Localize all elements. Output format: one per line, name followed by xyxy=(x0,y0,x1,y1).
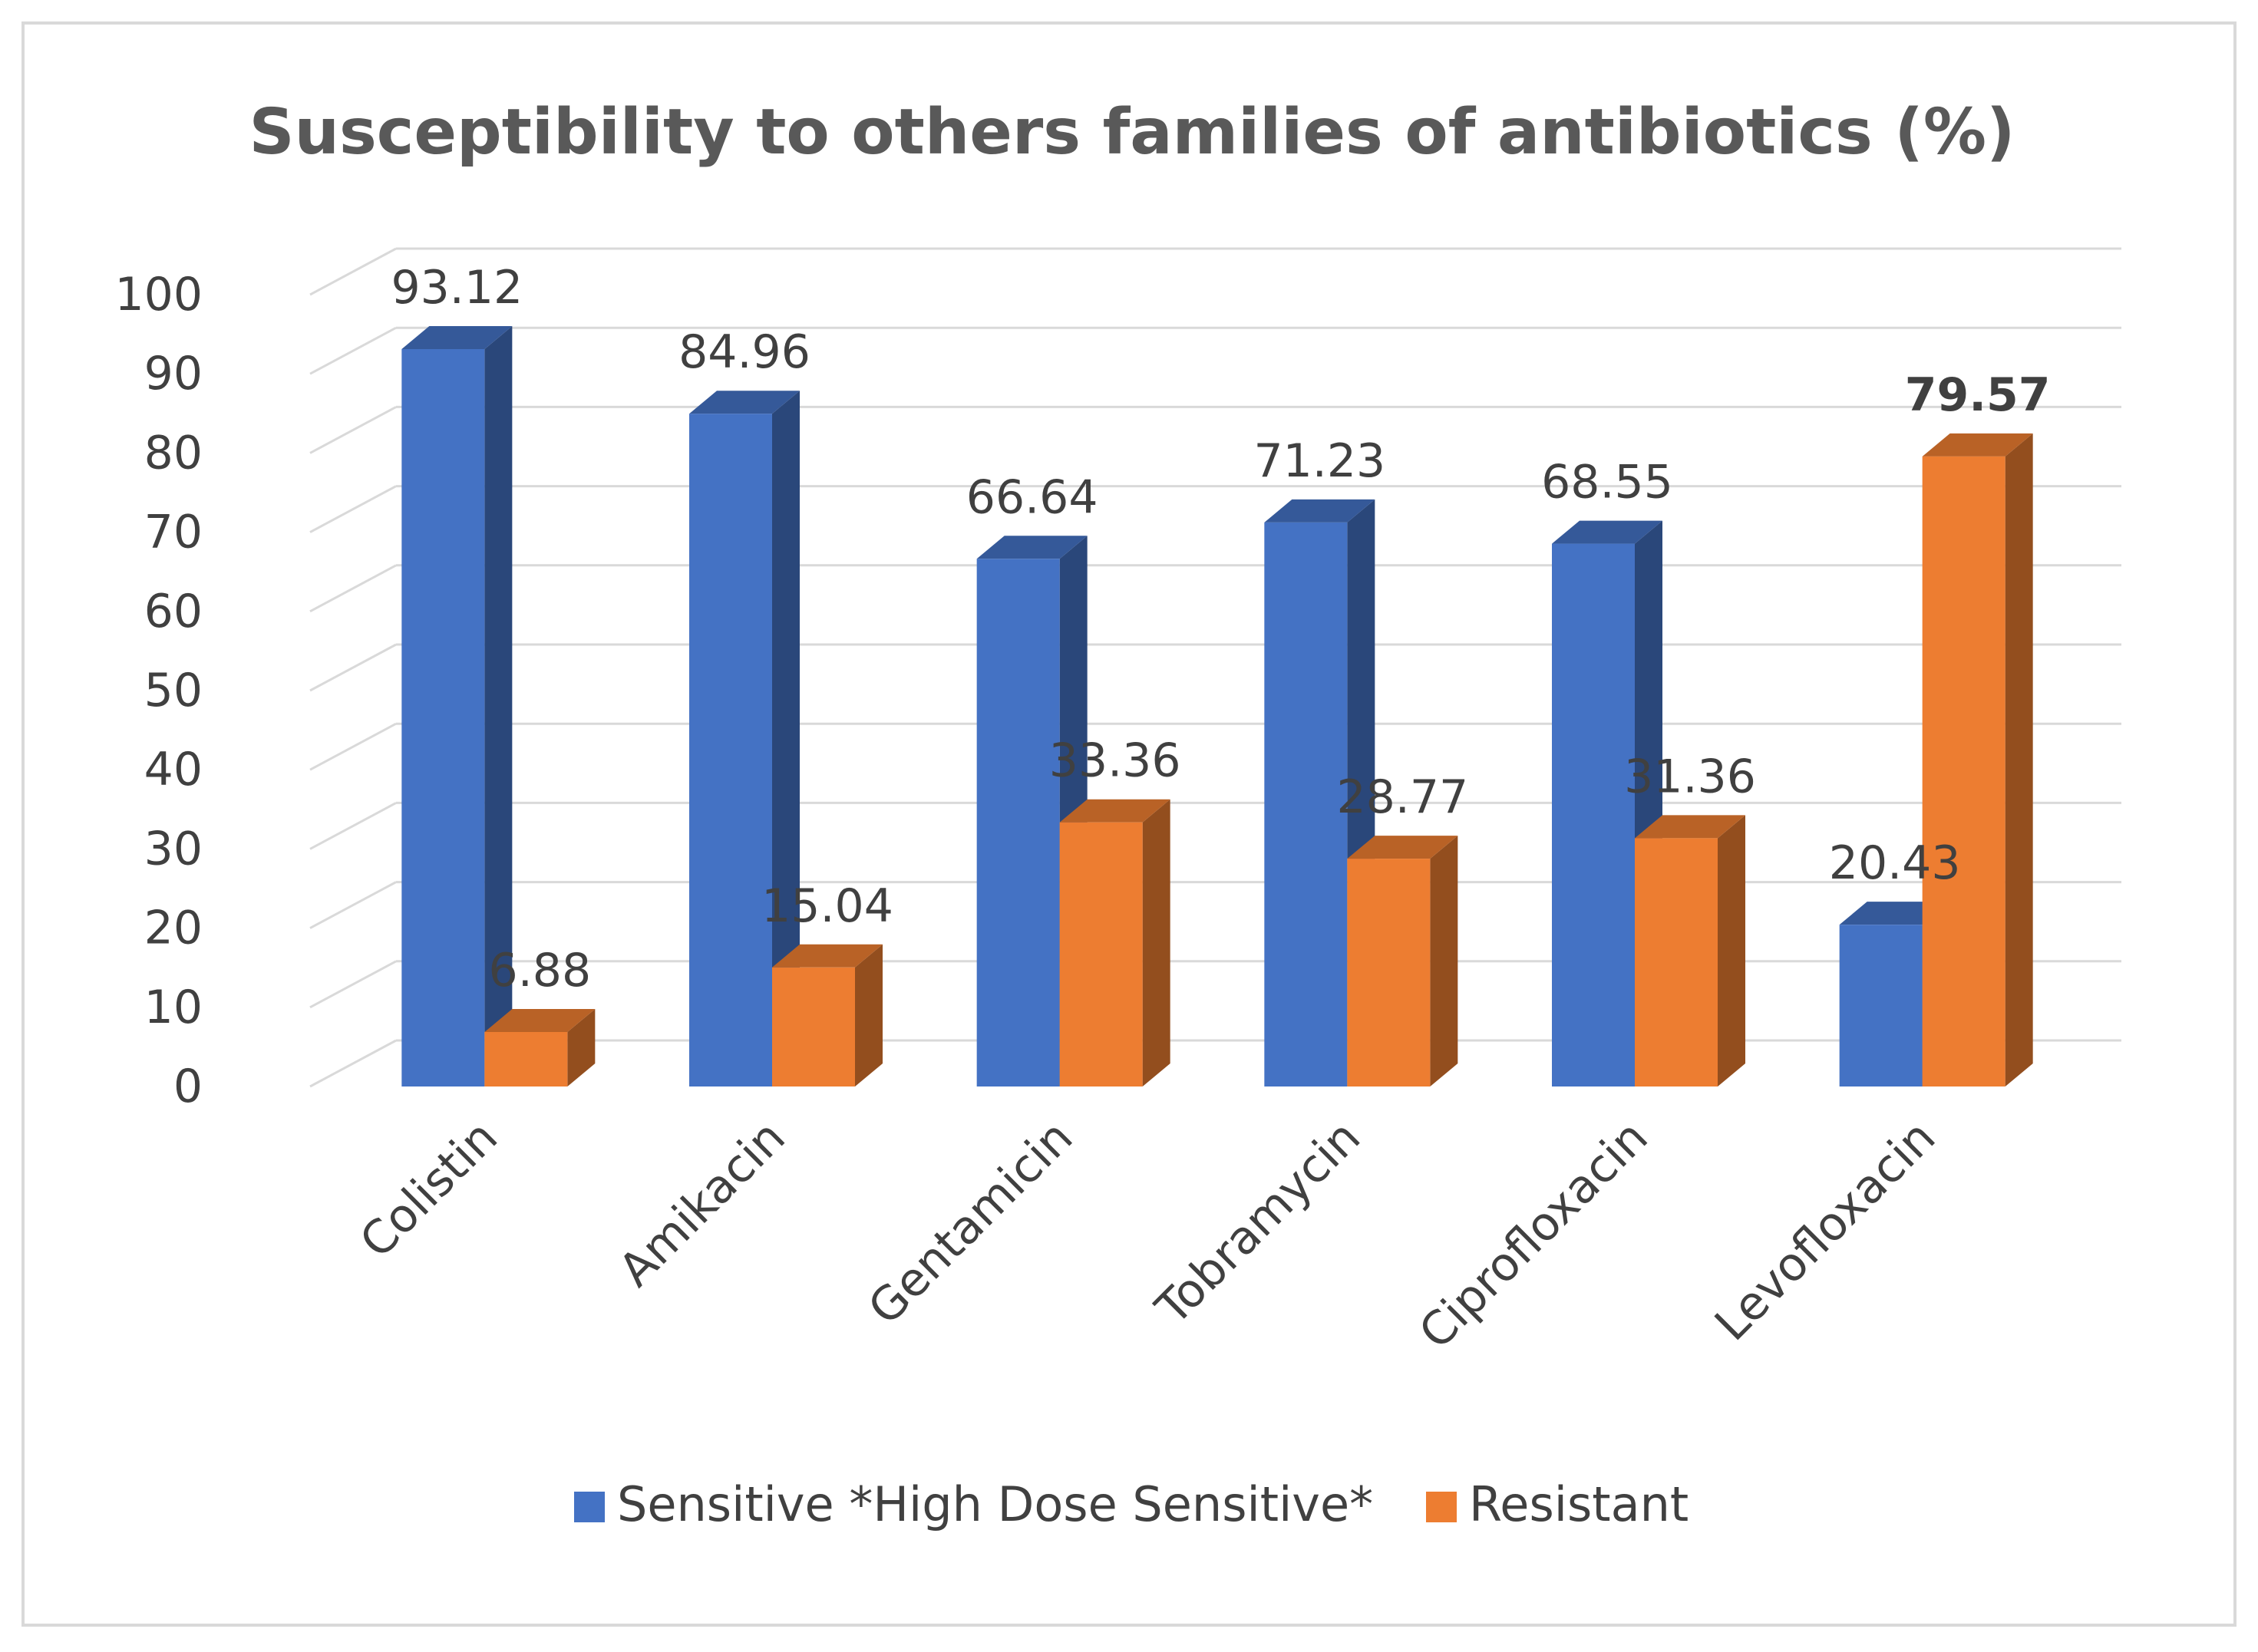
gridlines xyxy=(309,247,2121,1088)
bar-top xyxy=(976,536,1088,559)
bar-front xyxy=(976,559,1060,1086)
bar-top xyxy=(1635,815,1745,839)
bar-side xyxy=(1142,799,1170,1086)
y-tick-label: 50 xyxy=(144,664,203,717)
bar-front xyxy=(1347,859,1431,1086)
bar-sensitive-amikacin xyxy=(689,391,800,1087)
y-tick-label: 60 xyxy=(144,585,203,638)
bar-top xyxy=(1059,799,1170,823)
gridline-slant xyxy=(309,722,397,771)
x-axis: Colistin Amikacin Gentamicin Tobramycin Cipr… xyxy=(350,1110,1946,1360)
bar-sensitive-colistin xyxy=(401,326,513,1086)
bar-front xyxy=(1059,822,1143,1086)
y-tick-label: 100 xyxy=(114,268,203,321)
bar-top xyxy=(1347,836,1458,859)
bar-side xyxy=(484,326,513,1086)
chart-title: Susceptibility to others families of ant… xyxy=(249,96,2015,169)
bar-resistant-colistin xyxy=(484,1008,596,1086)
x-tick-label: Levofloxacin xyxy=(1705,1110,1946,1351)
bar-side xyxy=(855,944,883,1086)
bar-sensitive-ciprofloxacin xyxy=(1552,520,1662,1086)
legend-label: Sensitive *High Dose Sensitive* xyxy=(617,1476,1373,1532)
bar-front xyxy=(401,349,485,1086)
bar-top xyxy=(772,944,883,968)
x-tick-label: Amikacin xyxy=(609,1110,795,1297)
x-tick-label: Ciprofloxacin xyxy=(1409,1110,1659,1360)
bar-top xyxy=(401,326,513,350)
bar-top xyxy=(1922,433,2033,457)
bar-front xyxy=(1839,925,1923,1086)
x-tick-label: Gentamicin xyxy=(858,1110,1083,1335)
gridline-slant xyxy=(309,881,397,929)
bars xyxy=(401,326,2033,1087)
bar-front xyxy=(1635,838,1718,1086)
data-label: 93.12 xyxy=(391,261,523,315)
gridline-slant xyxy=(309,960,397,1009)
bar-resistant-gentamicin xyxy=(1059,799,1170,1086)
bar-side xyxy=(1718,815,1745,1086)
gridline-slant xyxy=(309,643,397,692)
data-label: 6.88 xyxy=(489,944,592,997)
chart-frame: Susceptibility to others families of ant… xyxy=(21,21,2237,1627)
bar-front xyxy=(1922,456,2005,1086)
legend-item-sensitive: Sensitive *High Dose Sensitive* xyxy=(574,1476,1373,1532)
gridline-slant xyxy=(309,564,397,613)
bar-side xyxy=(2005,433,2033,1086)
bar-top xyxy=(484,1008,596,1032)
bar-side xyxy=(567,1008,596,1086)
legend-swatch xyxy=(574,1492,605,1522)
bar-resistant-ciprofloxacin xyxy=(1635,815,1745,1086)
bar-side xyxy=(772,391,800,1087)
y-axis: 0 10 20 30 40 50 60 70 80 90 100 xyxy=(114,268,203,1113)
y-tick-label: 70 xyxy=(144,506,203,559)
bar-resistant-levofloxacin xyxy=(1922,433,2033,1086)
x-tick-label: Tobramycin xyxy=(1145,1110,1371,1336)
data-label: 66.64 xyxy=(966,470,1098,524)
gridline-slant xyxy=(309,1039,397,1088)
y-tick-label: 10 xyxy=(144,981,203,1034)
bar-front xyxy=(689,414,772,1086)
legend-swatch xyxy=(1426,1492,1457,1522)
data-label: 79.57 xyxy=(1905,368,2051,422)
bar-top xyxy=(689,391,800,414)
data-label: 15.04 xyxy=(761,879,893,933)
chart-svg: Susceptibility to others families of ant… xyxy=(114,96,2121,1532)
bar-front xyxy=(484,1031,568,1086)
data-label: 31.36 xyxy=(1624,750,1756,803)
gridline-slant xyxy=(309,326,397,375)
data-label: 33.36 xyxy=(1049,734,1181,788)
bar-side xyxy=(1430,836,1458,1086)
legend-item-resistant: Resistant xyxy=(1426,1476,1689,1532)
y-tick-label: 40 xyxy=(144,743,203,796)
y-tick-label: 90 xyxy=(144,347,203,401)
y-tick-label: 80 xyxy=(144,426,203,480)
legend: Sensitive *High Dose Sensitive* Resistant xyxy=(574,1476,1689,1532)
y-tick-label: 30 xyxy=(144,822,203,875)
data-label: 20.43 xyxy=(1829,836,1961,890)
data-label: 84.96 xyxy=(678,325,810,379)
gridline-slant xyxy=(309,802,397,850)
gridline-slant xyxy=(309,406,397,454)
x-tick-label: Colistin xyxy=(350,1110,508,1268)
bar-front xyxy=(1552,543,1635,1086)
gridline-slant xyxy=(309,247,397,296)
data-label: 68.55 xyxy=(1541,456,1673,509)
bar-resistant-amikacin xyxy=(772,944,883,1086)
bar-resistant-tobramycin xyxy=(1347,836,1458,1086)
legend-label: Resistant xyxy=(1469,1476,1689,1532)
data-label: 28.77 xyxy=(1336,770,1468,824)
data-labels: 93.12 6.88 84.96 15.04 66.64 33.36 71.23 28.77 6… xyxy=(391,261,2050,997)
gridline-slant xyxy=(309,485,397,533)
data-label: 71.23 xyxy=(1253,434,1385,488)
bar-top xyxy=(1264,499,1375,523)
bar-front xyxy=(772,967,855,1086)
bar-top xyxy=(1552,520,1662,544)
y-tick-label: 20 xyxy=(144,902,203,955)
y-tick-label: 0 xyxy=(173,1060,203,1113)
bar-front xyxy=(1264,522,1348,1086)
